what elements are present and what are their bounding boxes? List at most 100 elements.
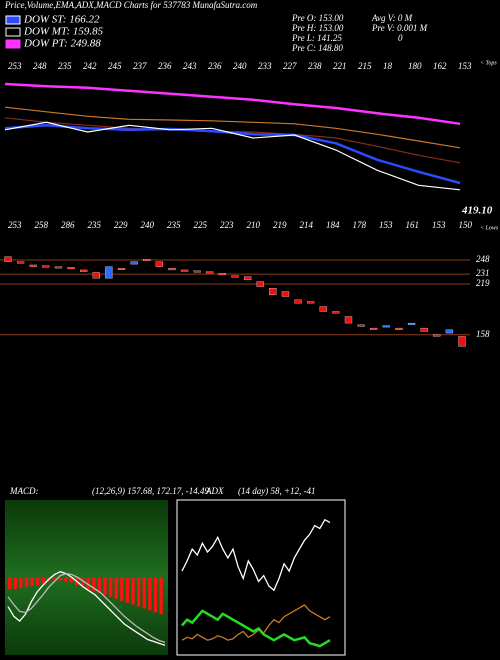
candle: [433, 334, 441, 337]
macd-bar: [8, 577, 12, 590]
legend-label: DOW MT: 159.85: [23, 26, 104, 38]
candle: [420, 327, 428, 332]
macd-bar: [58, 577, 62, 581]
candle: [458, 336, 466, 347]
line: [4, 82, 461, 126]
tops-label: < Tops: [480, 60, 497, 66]
bottom-label: 258: [35, 220, 49, 230]
candle: [42, 265, 50, 268]
adx-params: (14 day) 58, +12, -41: [238, 486, 316, 496]
level-label: 158: [476, 329, 490, 339]
macd-label: MACD:: [9, 486, 39, 496]
line: [181, 604, 331, 641]
candle: [180, 269, 189, 272]
adx-label: ADX: [205, 486, 224, 496]
legend-swatch: [5, 39, 21, 49]
top-label: 162: [433, 61, 447, 71]
macd-bar: [136, 577, 141, 607]
stat: 0: [398, 33, 403, 43]
legend-swatch: [5, 27, 21, 37]
macd-bar: [52, 577, 57, 581]
macd-bar: [125, 577, 130, 603]
bottom-label: 153: [432, 220, 446, 230]
bottom-label: 229: [114, 220, 128, 230]
bottom-label: 210: [247, 220, 261, 230]
bottom-label: 178: [353, 220, 367, 230]
candle: [382, 325, 390, 328]
candle: [281, 291, 290, 297]
legend-label: DOW ST: 166.22: [23, 14, 100, 26]
bottom-label: 240: [141, 220, 155, 230]
candle: [117, 268, 126, 270]
candle: [395, 327, 403, 330]
title: Price,Volume,EMA,ADX,MACD Charts for 537…: [4, 0, 258, 10]
macd-bar: [108, 577, 113, 597]
macd-bar: [80, 577, 85, 588]
top-label: 233: [258, 61, 272, 71]
adx-panel: [176, 499, 346, 656]
candle: [243, 276, 252, 281]
candle: [319, 306, 327, 312]
lows-label: < Lows: [480, 225, 499, 231]
stat: Avg V: 0 M: [371, 13, 413, 23]
top-label: 236: [158, 61, 172, 71]
line: [4, 117, 461, 164]
top-label: 248: [33, 61, 47, 71]
candle: [445, 329, 454, 334]
candle: [332, 311, 340, 314]
bottom-label: 184: [326, 220, 340, 230]
candle: [16, 261, 25, 264]
candle: [143, 258, 151, 261]
bottom-label: 161: [406, 220, 420, 230]
candle: [92, 272, 100, 279]
legend-swatch: [5, 15, 21, 25]
top-label: 227: [283, 61, 297, 71]
top-label: 215: [358, 61, 372, 71]
top-label: 180: [408, 61, 422, 71]
bottom-label: 219: [273, 220, 287, 230]
line: [181, 609, 331, 648]
line: [7, 572, 166, 644]
candle: [105, 266, 113, 279]
macd-bar: [64, 577, 68, 582]
level-label: 231: [476, 268, 490, 278]
top-label: 242: [83, 61, 97, 71]
candle: [256, 281, 264, 287]
candle: [4, 256, 12, 262]
bottom-label: 253: [8, 220, 22, 230]
top-label: 237: [133, 61, 147, 71]
candle: [307, 301, 315, 304]
top-label: 235: [58, 61, 72, 71]
top-label: 253: [8, 61, 22, 71]
level-label: 219: [476, 278, 490, 288]
bottom-label: 235: [88, 220, 102, 230]
macd-bar: [131, 577, 135, 605]
stat: Pre O: 153.00: [291, 13, 344, 23]
line: [7, 570, 166, 646]
candle: [370, 327, 378, 330]
candle: [231, 275, 239, 278]
macd-bar: [41, 577, 46, 584]
level-label: 248: [476, 254, 490, 264]
line: [4, 121, 461, 191]
bottom-label: 214: [300, 220, 314, 230]
top-label: 18: [383, 61, 393, 71]
candle: [54, 266, 63, 269]
legend-label: DOW PT: 249.88: [23, 38, 101, 50]
macd-bar: [24, 577, 29, 588]
candle: [80, 269, 88, 272]
macd-bar: [30, 577, 34, 587]
candle: [130, 261, 138, 265]
candle: [294, 299, 302, 304]
bottom-label: 286: [61, 220, 75, 230]
stat: Pre L: 141.25: [291, 33, 342, 43]
line: [181, 518, 331, 592]
line: [4, 106, 461, 149]
candle: [344, 316, 353, 324]
bottom-label: 235: [167, 220, 181, 230]
macd-bar: [13, 577, 17, 590]
top-label: 240: [233, 61, 247, 71]
top-label: 245: [108, 61, 122, 71]
candle: [193, 270, 201, 273]
